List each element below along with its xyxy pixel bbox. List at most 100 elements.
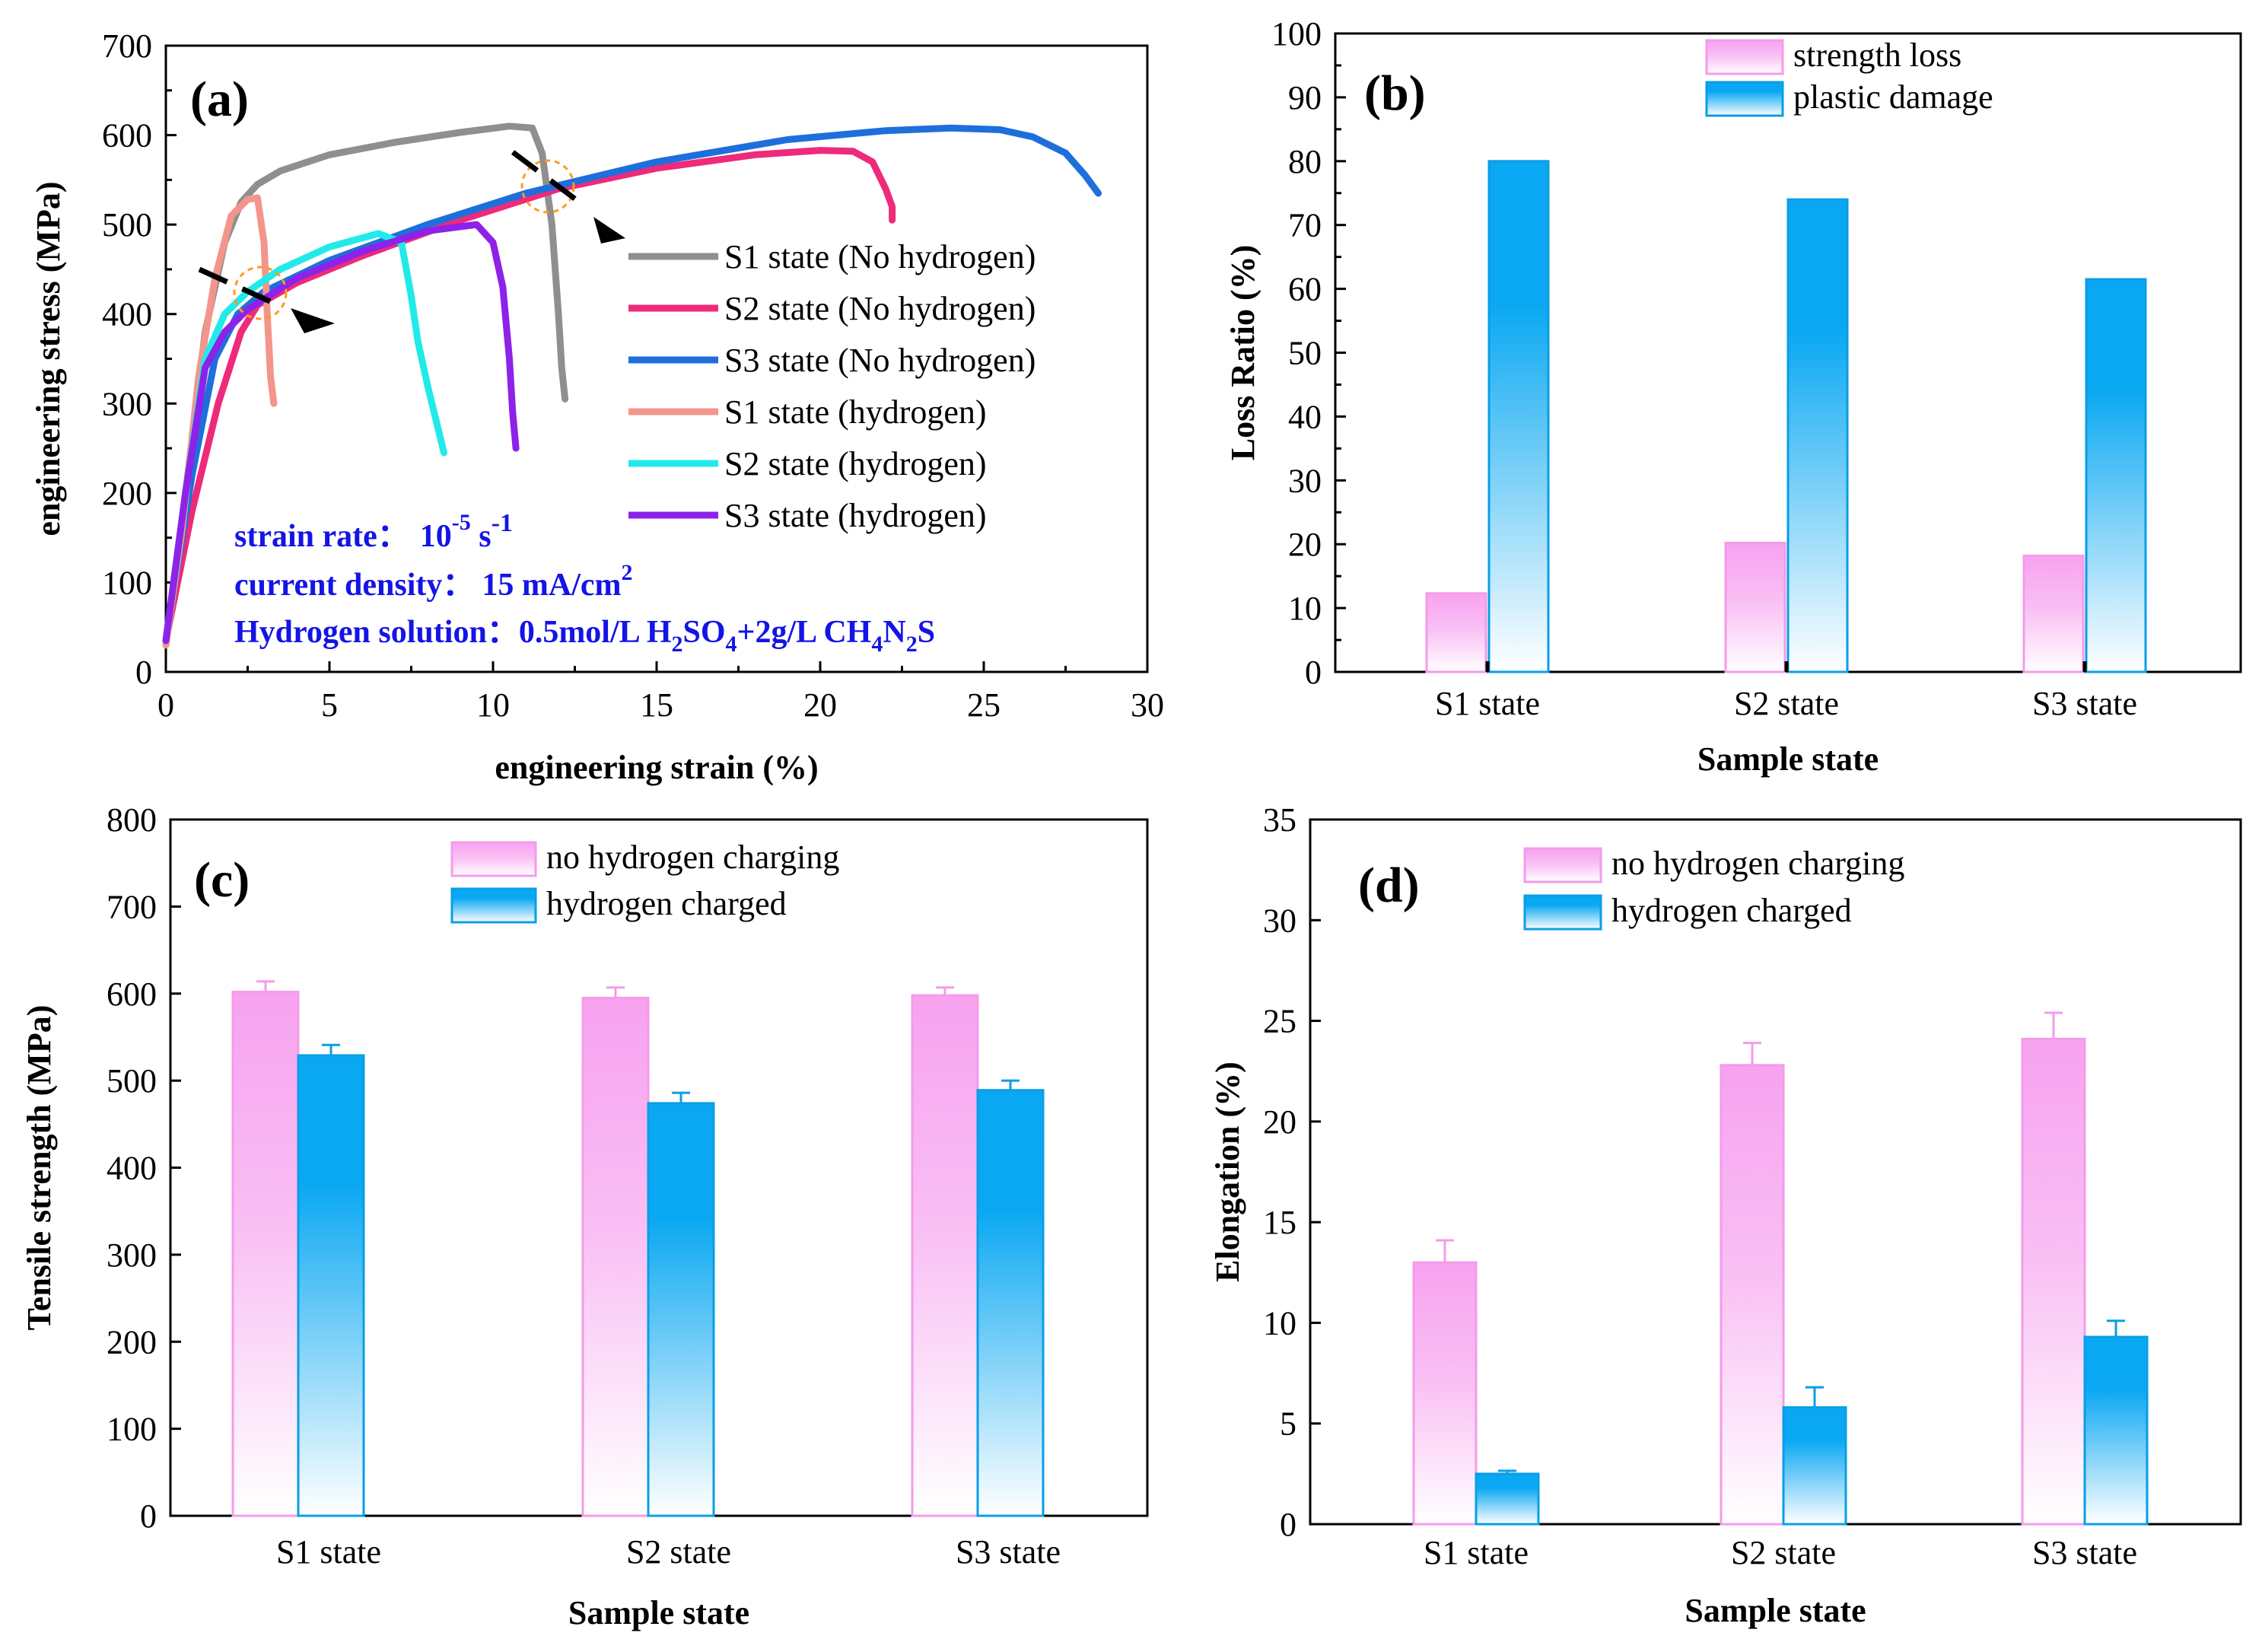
y-tick-label: 300 — [107, 1237, 157, 1274]
annotation-value: 15 mA/cm — [482, 568, 621, 603]
x-category-label: S1 state — [1435, 685, 1540, 722]
panel-label: (c) — [194, 852, 250, 908]
y-tick-label: 500 — [107, 1062, 157, 1100]
annotation-superscript: -1 — [492, 509, 513, 537]
panel-d: 0 5 10 15 20 25 30 35 Elongation (%) Sample state… — [1209, 801, 2242, 1629]
annotation-current-density: current density： 15 mA/cm2 — [234, 560, 633, 603]
annotation-subscript: 2 — [906, 632, 918, 657]
panel-c: 0 100 200 300 400 500 600 700 800 Tensile strengt… — [21, 801, 1149, 1631]
bar-plastic-damage-1 — [1487, 160, 1550, 673]
annotation-text: S — [918, 615, 935, 650]
bar-plastic-damage-2 — [1786, 198, 1849, 673]
annotation-arrow — [291, 308, 335, 333]
annotation-superscript: 2 — [622, 560, 633, 585]
bar-strength-loss-2 — [1724, 542, 1786, 673]
y-tick-label: 200 — [102, 475, 152, 512]
x-axis-label: Sample state — [568, 1594, 749, 1631]
y-tick-label: 100 — [1271, 15, 1322, 53]
y-tick-label: 300 — [102, 385, 152, 422]
annotation-unit: s — [471, 519, 492, 554]
bar-strength-loss-3 — [2022, 554, 2085, 673]
x-category-label: S2 state — [1731, 1534, 1836, 1571]
annotation-separator: ： — [377, 519, 409, 554]
bar-no-hydrogen-charging-1 — [231, 990, 300, 1517]
panel-b: 0 10 20 30 40 50 60 70 80 90 100 Loss Ratio (%) Samp… — [1224, 15, 2242, 778]
y-tick-label: 80 — [1288, 143, 1322, 180]
y-tick-label: 90 — [1288, 79, 1322, 116]
legend-label-3: S3 state (No hydrogen) — [724, 342, 1036, 379]
annotation-subscript: 2 — [672, 632, 683, 657]
y-axis-label: Elongation (%) — [1209, 1062, 1246, 1282]
x-category-label: S1 state — [276, 1533, 381, 1571]
y-tick-label: 0 — [1305, 654, 1322, 691]
annotation-label: current density — [234, 568, 442, 603]
bar-strength-loss-1 — [1425, 592, 1487, 673]
y-tick-label: 100 — [102, 564, 152, 601]
y-axis-label: Tensile strength (MPa) — [21, 1005, 58, 1331]
y-tick-label: 400 — [107, 1150, 157, 1187]
y-tick-label: 400 — [102, 296, 152, 333]
annotation-subscript: 4 — [871, 632, 883, 657]
legend-swatch-2 — [1705, 81, 1784, 117]
bar-hydrogen-charged-3 — [2083, 1335, 2149, 1526]
y-tick-label: 40 — [1288, 398, 1322, 435]
panel-label: (b) — [1364, 65, 1426, 121]
bar-plastic-damage-3 — [2085, 278, 2147, 673]
x-axis-label: engineering strain (%) — [495, 749, 818, 786]
y-tick-label: 600 — [102, 117, 152, 154]
annotation-text: N — [883, 615, 905, 650]
x-tick-label: 0 — [157, 686, 174, 724]
y-tick-label: 15 — [1263, 1204, 1296, 1241]
legend-label-1: no hydrogen charging — [546, 839, 839, 876]
annotation-hydrogen-solution: Hydrogen solution：0.5mol/L H2SO4+2g/L CH… — [234, 615, 935, 657]
annotation-circle-hydrogen — [233, 266, 288, 320]
legend-swatch-2 — [450, 887, 537, 924]
legend-label-5: S2 state (hydrogen) — [724, 445, 987, 482]
annotation-tick-line — [198, 266, 282, 309]
y-tick-label: 30 — [1288, 462, 1322, 499]
x-category-label: S3 state — [956, 1533, 1061, 1571]
annotation-value: 10 — [420, 519, 452, 554]
legend-label-6: S3 state (hydrogen) — [724, 497, 987, 534]
y-tick-label: 30 — [1263, 902, 1296, 939]
legend-label-4: S1 state (hydrogen) — [724, 393, 987, 431]
x-category-label: S3 state — [2032, 1534, 2137, 1571]
y-tick-label: 800 — [107, 801, 157, 839]
y-tick-label: 5 — [1280, 1405, 1296, 1443]
y-tick-label: 0 — [1280, 1506, 1296, 1543]
y-tick-label: 25 — [1263, 1003, 1296, 1040]
y-tick-label: 60 — [1288, 271, 1322, 308]
x-category-label: S2 state — [1734, 685, 1839, 722]
y-tick-label: 700 — [102, 27, 152, 65]
y-tick-label: 10 — [1288, 590, 1322, 627]
annotation-text: SO — [683, 615, 726, 650]
legend-label-1: no hydrogen charging — [1611, 845, 1904, 882]
y-tick-label: 600 — [107, 976, 157, 1013]
y-tick-label: 0 — [135, 654, 152, 691]
annotation-label: strain rate — [234, 519, 377, 554]
bar-no-hydrogen-charging-2 — [581, 996, 650, 1517]
annotation-strain-rate: strain rate： 10-5 s-1 — [234, 509, 513, 554]
bar-hydrogen-charged-2 — [647, 1102, 715, 1517]
y-tick-label: 0 — [140, 1498, 157, 1535]
annotation-subscript: 4 — [726, 632, 737, 657]
legend-label-1: S1 state (No hydrogen) — [724, 238, 1036, 275]
panel-a: 0 100 200 300 400 500 600 700 0 5 10 15 20 25 30 engine… — [30, 27, 1164, 786]
bar-no-hydrogen-charging-3 — [2021, 1037, 2086, 1526]
x-axis-label: Sample state — [1697, 740, 1879, 778]
annotation-label: Hydrogen solution — [234, 615, 487, 650]
legend-swatch-1 — [1523, 847, 1602, 883]
series-line-6 — [162, 221, 520, 645]
x-axis-label: Sample state — [1685, 1592, 1866, 1629]
y-axis-label: Loss Ratio (%) — [1224, 245, 1261, 461]
x-tick-label: 20 — [803, 686, 837, 724]
annotation-tick-line — [511, 150, 588, 209]
x-tick-label: 15 — [640, 686, 673, 724]
bar-no-hydrogen-charging-1 — [1412, 1261, 1478, 1526]
y-tick-label: 100 — [107, 1411, 157, 1448]
x-category-label: S3 state — [2032, 685, 2137, 722]
annotation-separator: ： — [442, 568, 474, 603]
x-category-label: S1 state — [1424, 1534, 1529, 1571]
legend-label-2: hydrogen charged — [546, 885, 787, 922]
